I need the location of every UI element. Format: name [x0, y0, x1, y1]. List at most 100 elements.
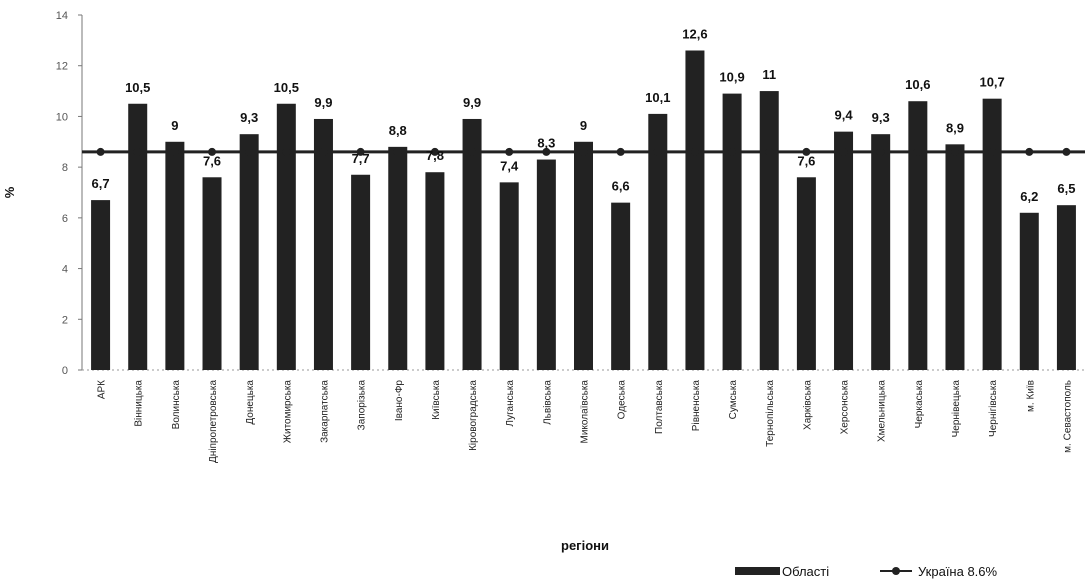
bar-value-label: 7,4	[500, 158, 519, 173]
bar	[648, 113, 668, 371]
average-line-point	[208, 147, 217, 156]
category-label: м. Київ	[1025, 380, 1036, 412]
category-label: Вінницька	[134, 380, 145, 427]
bar-value-label: 9,3	[872, 110, 890, 125]
category-label: АРК	[97, 380, 108, 399]
legend: Області Україна 8.6%	[735, 564, 998, 579]
category-label: Чернігівська	[988, 380, 999, 437]
y-tick-label: 14	[56, 10, 68, 22]
bar	[871, 134, 891, 370]
bar	[945, 144, 965, 370]
average-line-point	[430, 147, 439, 156]
average-line-point	[728, 147, 737, 156]
average-line-point	[1025, 147, 1034, 156]
category-label: Луганська	[505, 380, 516, 427]
average-line-point	[319, 147, 328, 156]
average-line-point	[468, 147, 477, 156]
bar	[276, 103, 296, 370]
bar	[722, 93, 742, 370]
y-tick-label: 6	[62, 213, 68, 225]
bar-value-label: 9	[580, 118, 587, 133]
bar	[908, 101, 928, 370]
average-line-point	[913, 147, 922, 156]
average-line-point	[96, 147, 105, 156]
y-tick-label: 0	[62, 365, 68, 377]
bar-value-label: 10,1	[645, 90, 670, 105]
bar-value-label: 7,6	[203, 153, 221, 168]
bar	[239, 134, 259, 370]
y-tick-label: 2	[62, 314, 68, 326]
legend-line-marker	[892, 567, 900, 575]
category-label: Рівненська	[691, 380, 702, 432]
y-tick-label: 4	[62, 264, 68, 276]
category-label: Закарпатська	[319, 380, 330, 443]
average-line-point	[170, 147, 179, 156]
bar-value-label: 10,9	[719, 70, 744, 85]
bar-value-label: 8,8	[389, 123, 407, 138]
bar	[982, 98, 1002, 370]
category-label: Львівська	[542, 380, 553, 425]
bar-value-label: 11	[762, 67, 776, 82]
bar	[796, 177, 816, 370]
bar	[165, 141, 185, 370]
average-line	[82, 147, 1085, 156]
y-tick-label: 12	[56, 61, 68, 73]
average-line-point	[579, 147, 588, 156]
x-axis-title: регіони	[561, 538, 609, 553]
bar-value-label: 10,5	[125, 80, 150, 95]
bar	[536, 159, 556, 370]
bar	[834, 131, 854, 370]
category-label: Київська	[431, 380, 442, 420]
category-label: Житомирська	[282, 380, 293, 444]
average-line-point	[839, 147, 848, 156]
bar	[759, 91, 779, 371]
category-label: Тернопільська	[765, 380, 776, 447]
average-line-point	[802, 147, 811, 156]
bar	[1056, 205, 1076, 370]
category-label: Донецька	[245, 380, 256, 425]
bar	[128, 103, 148, 370]
average-line-point	[1062, 147, 1071, 156]
average-line-point	[245, 147, 254, 156]
bar-value-label: 12,6	[682, 27, 707, 42]
bar-value-label: 10,7	[979, 75, 1004, 90]
bar-value-label: 9,4	[834, 108, 853, 123]
bar-value-label: 9	[171, 118, 178, 133]
bar-value-label: 8,3	[537, 136, 555, 151]
legend-line-label: Україна 8.6%	[918, 564, 998, 579]
average-line-point	[505, 147, 514, 156]
average-line-point	[282, 147, 291, 156]
category-label: Кіровоградська	[468, 380, 479, 451]
bars	[91, 50, 1076, 371]
y-tick-label: 8	[62, 162, 68, 174]
average-line-point	[616, 147, 625, 156]
bar-value-label: 9,3	[240, 110, 258, 125]
bar-value-label: 9,9	[314, 95, 332, 110]
bar-value-label: 10,5	[274, 80, 299, 95]
average-line-point	[765, 147, 774, 156]
category-label: Хмельницька	[877, 380, 888, 442]
bar-value-label: 7,6	[797, 153, 815, 168]
category-label: Харківська	[802, 380, 813, 430]
bar	[499, 182, 519, 370]
legend-bar-label: Області	[782, 564, 829, 579]
category-label: Волинська	[171, 380, 182, 430]
bar	[574, 141, 593, 370]
average-line-point	[690, 147, 699, 156]
bar	[462, 118, 482, 370]
bar-value-label: 7,8	[426, 148, 444, 163]
category-label: Одеська	[617, 380, 628, 420]
bar	[1019, 212, 1039, 370]
category-labels: АРК Вінницька Волинська Дніпропетровська Дон…	[97, 380, 1074, 463]
data-labels: 6,7 10,5 9 7,6 9,3 10,5 9,9 7,7 8,8 7,8 9,9 7,4 8,3 9…	[92, 27, 1076, 204]
bar	[202, 177, 222, 370]
bar-value-label: 6,7	[92, 176, 110, 191]
category-label: Херсонська	[840, 380, 851, 435]
bar-value-label: 6,5	[1057, 181, 1075, 196]
category-label: Дніпропетровська	[208, 380, 219, 463]
y-axis-title: %	[2, 186, 17, 198]
category-label: Полтавська	[654, 380, 665, 434]
category-label: Черкаська	[914, 380, 925, 429]
